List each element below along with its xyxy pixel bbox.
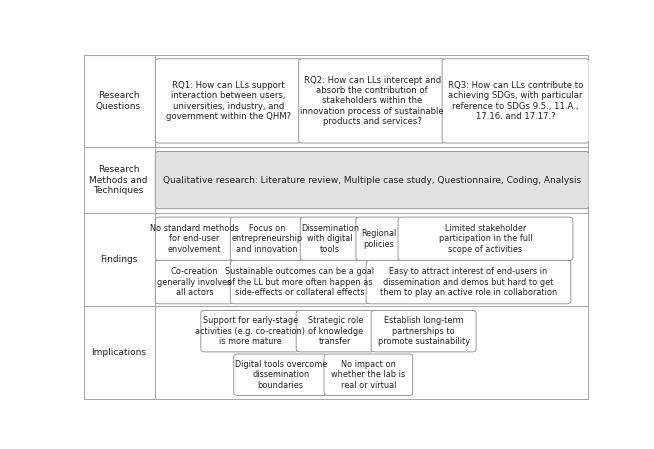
- FancyBboxPatch shape: [299, 59, 445, 143]
- Text: Research
Questions: Research Questions: [96, 91, 141, 110]
- Text: Digital tools overcome
dissemination
boundaries: Digital tools overcome dissemination bou…: [235, 360, 327, 390]
- FancyBboxPatch shape: [155, 59, 302, 143]
- Text: Qualitative research: Literature review, Multiple case study, Questionnaire, Cod: Qualitative research: Literature review,…: [163, 176, 581, 185]
- Text: Dissemination
with digital
tools: Dissemination with digital tools: [301, 224, 359, 254]
- Text: No impact on
whether the lab is
real or virtual: No impact on whether the lab is real or …: [332, 360, 405, 390]
- FancyBboxPatch shape: [230, 217, 303, 260]
- FancyBboxPatch shape: [230, 260, 370, 304]
- FancyBboxPatch shape: [371, 310, 476, 352]
- FancyBboxPatch shape: [234, 354, 328, 396]
- FancyBboxPatch shape: [398, 217, 573, 260]
- FancyBboxPatch shape: [324, 354, 413, 396]
- Text: Sustainable outcomes can be a goal
of the LL but more often happen as
side-effec: Sustainable outcomes can be a goal of th…: [226, 267, 375, 297]
- Text: RQ3: How can LLs contribute to
achieving SDGs, with particular
reference to SDGs: RQ3: How can LLs contribute to achieving…: [448, 81, 583, 121]
- Text: Limited stakeholder
participation in the full
scope of activities: Limited stakeholder participation in the…: [439, 224, 532, 254]
- Text: RQ2: How can LLs intercept and
absorb the contribution of
stakeholders within th: RQ2: How can LLs intercept and absorb th…: [300, 75, 444, 126]
- FancyBboxPatch shape: [155, 151, 589, 209]
- FancyBboxPatch shape: [300, 217, 360, 260]
- Text: Strategic role
of knowledge
transfer: Strategic role of knowledge transfer: [308, 316, 363, 346]
- FancyBboxPatch shape: [366, 260, 571, 304]
- FancyBboxPatch shape: [155, 260, 234, 304]
- Text: Research
Methods and
Techniques: Research Methods and Techniques: [89, 165, 148, 195]
- Text: No standard methods
for end-user
envolvement: No standard methods for end-user envolve…: [150, 224, 239, 254]
- Text: Establish long-term
partnerships to
promote sustainability: Establish long-term partnerships to prom…: [377, 316, 470, 346]
- Text: Easy to attract interest of end-users in
dissemination and demos but hard to get: Easy to attract interest of end-users in…: [380, 267, 557, 297]
- Text: Findings: Findings: [100, 255, 137, 264]
- Text: Regional
policies: Regional policies: [361, 229, 396, 249]
- FancyBboxPatch shape: [155, 217, 234, 260]
- FancyBboxPatch shape: [442, 59, 589, 143]
- Text: Support for early-stage
activities (e.g. co-creation)
is more mature: Support for early-stage activities (e.g.…: [196, 316, 305, 346]
- FancyBboxPatch shape: [296, 310, 375, 352]
- Text: RQ1: How can LLs support
interaction between users,
universities, industry, and
: RQ1: How can LLs support interaction bet…: [166, 81, 291, 121]
- Text: Co-creation
generally involves
all actors: Co-creation generally involves all actor…: [158, 267, 232, 297]
- FancyBboxPatch shape: [201, 310, 300, 352]
- Text: Implications: Implications: [91, 348, 146, 357]
- Text: Focus on
entrepreneurship
and innovation: Focus on entrepreneurship and innovation: [232, 224, 303, 254]
- FancyBboxPatch shape: [356, 217, 402, 260]
